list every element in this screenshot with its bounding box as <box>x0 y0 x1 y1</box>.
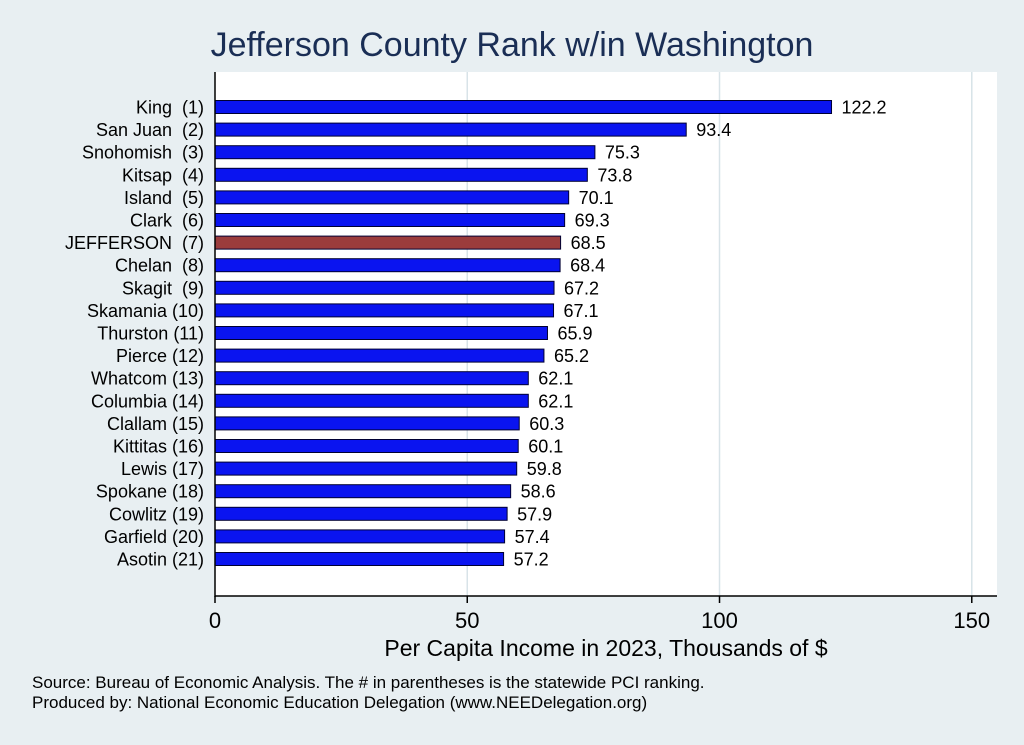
data-label-19: 57.9 <box>517 504 552 524</box>
bar-14 <box>214 393 529 408</box>
data-label-12: 65.2 <box>554 346 589 366</box>
x-tick-label-100: 100 <box>701 608 738 633</box>
bar-6 <box>214 213 566 227</box>
data-label-14: 62.1 <box>538 391 573 411</box>
category-label-3: Snohomish (3) <box>82 143 204 163</box>
category-label-20: Garfield (20) <box>104 527 204 547</box>
x-tick-label-150: 150 <box>953 608 990 633</box>
data-label-15: 60.3 <box>529 414 564 434</box>
category-label-2: San Juan (2) <box>96 120 204 140</box>
data-label-10: 67.1 <box>564 301 599 321</box>
category-label-4: Kitsap (4) <box>122 165 204 185</box>
data-label-20: 57.4 <box>515 527 550 547</box>
data-label-11: 65.9 <box>557 324 592 344</box>
data-label-18: 58.6 <box>521 482 556 502</box>
bar-1 <box>214 100 833 114</box>
data-label-1: 122.2 <box>842 98 887 118</box>
chart-title: Jefferson County Rank w/in Washington <box>210 26 814 64</box>
data-label-5: 70.1 <box>579 188 614 208</box>
data-label-7: 68.5 <box>571 233 606 253</box>
bar-9 <box>214 280 555 295</box>
data-label-2: 93.4 <box>696 120 731 140</box>
bar-4 <box>214 167 588 182</box>
category-label-14: Columbia (14) <box>91 391 204 411</box>
data-label-16: 60.1 <box>528 437 563 457</box>
category-label-9: Skagit (9) <box>122 278 204 298</box>
x-tick-label-50: 50 <box>455 608 479 633</box>
bar-19 <box>214 506 508 521</box>
x-tick-label-0: 0 <box>209 608 221 633</box>
bar-8 <box>214 258 561 273</box>
bar-12 <box>214 348 545 363</box>
data-label-8: 68.4 <box>570 256 605 276</box>
category-label-1: King (1) <box>136 98 204 118</box>
data-label-17: 59.8 <box>527 459 562 479</box>
producer-note: Produced by: National Economic Education… <box>32 693 648 712</box>
bar-15 <box>214 416 520 431</box>
bar-11 <box>214 326 548 340</box>
bar-20 <box>214 529 506 544</box>
category-label-11: Thurston (11) <box>97 324 204 344</box>
x-axis-title: Per Capita Income in 2023, Thousands of … <box>384 635 827 661</box>
category-label-12: Pierce (12) <box>116 346 204 366</box>
data-label-4: 73.8 <box>597 165 632 185</box>
data-label-6: 69.3 <box>575 211 610 231</box>
category-label-6: Clark (6) <box>130 211 204 231</box>
bar-13 <box>214 371 529 386</box>
data-label-13: 62.1 <box>538 369 573 389</box>
category-label-15: Clallam (15) <box>107 414 204 434</box>
data-label-9: 67.2 <box>564 278 599 298</box>
bar-16 <box>214 439 519 453</box>
category-label-13: Whatcom (13) <box>91 369 204 389</box>
bar-21 <box>214 552 505 566</box>
bar-2 <box>214 122 687 137</box>
bar-18 <box>214 484 512 499</box>
data-label-21: 57.2 <box>514 550 549 570</box>
category-label-18: Spokane (18) <box>96 482 204 502</box>
bar-17 <box>214 461 518 476</box>
category-label-5: Island (5) <box>124 188 204 208</box>
category-label-10: Skamania (10) <box>87 301 204 321</box>
category-label-16: Kittitas (16) <box>113 437 204 457</box>
data-label-3: 75.3 <box>605 143 640 163</box>
bar-7 <box>214 235 562 250</box>
category-label-8: Chelan (8) <box>115 256 204 276</box>
category-label-19: Cowlitz (19) <box>109 504 204 524</box>
category-label-17: Lewis (17) <box>121 459 204 479</box>
source-note: Source: Bureau of Economic Analysis. The… <box>32 673 705 692</box>
category-label-21: Asotin (21) <box>117 550 204 570</box>
bar-5 <box>214 190 570 205</box>
category-label-7: JEFFERSON (7) <box>65 233 204 253</box>
bar-10 <box>214 303 555 318</box>
bar-3 <box>214 145 596 160</box>
